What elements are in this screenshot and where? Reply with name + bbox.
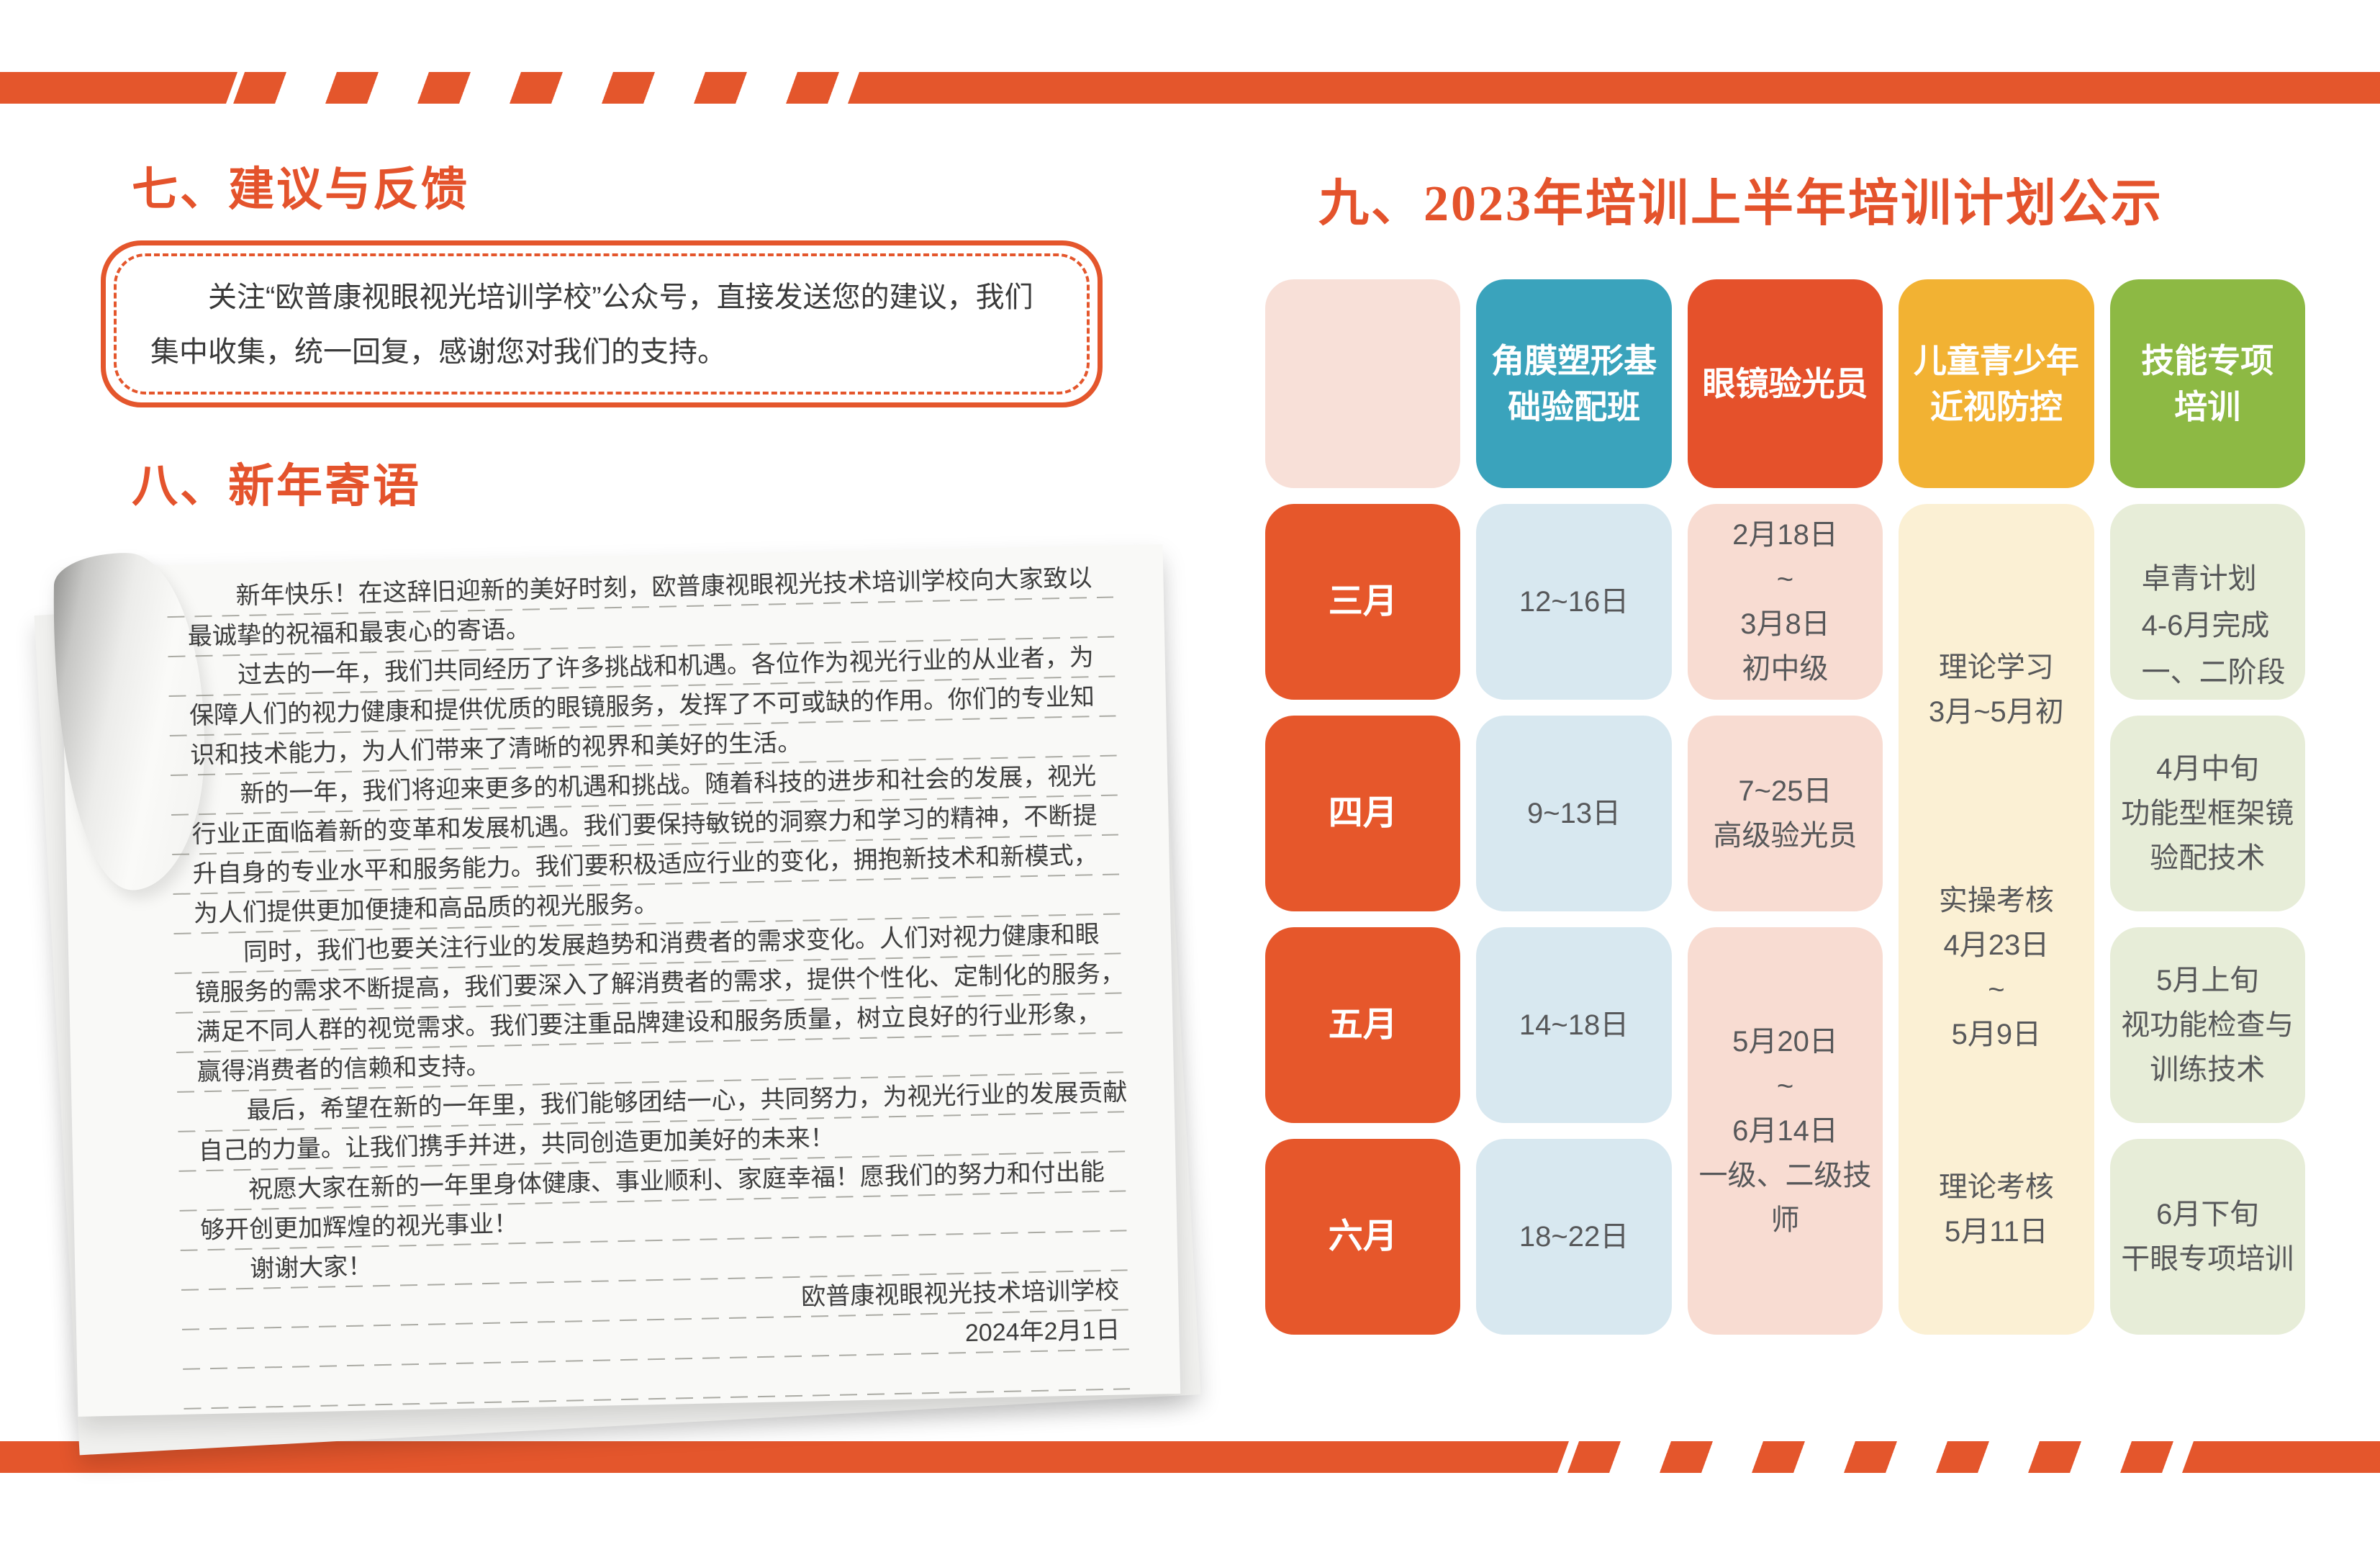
plan-month-june: 六月 [1265,1139,1461,1335]
plan-header-blank-cell [1265,279,1461,488]
plan-optometrist-may-june: 5月20日 ~ 6月14日 一级、二级技师 [1687,927,1883,1335]
training-plan-table: 角膜塑形基 础验配班 眼镜验光员 儿童青少年 近视防控 技能专项 培训 三月 1… [1265,279,2305,1335]
plan-header-myopia-control: 儿童青少年 近视防控 [1899,279,2094,488]
plan-month-april: 四月 [1265,716,1461,911]
plan-special-april: 4月中旬 功能型框架镜 验配技术 [2109,716,2305,911]
feedback-box: 关注“欧普康视眼视光培训学校”公众号，直接发送您的建议，我们集中收集，统一回复，… [101,240,1103,407]
top-decor-bar [0,72,2380,104]
bottom-bar-right-segment [2181,1441,2380,1473]
plan-header-basic-fitting: 角膜塑形基 础验配班 [1476,279,1672,488]
top-bar-right-segment [847,72,2380,104]
section-7-title: 七、建议与反馈 [132,164,469,215]
plan-basic-may: 14~18日 [1476,927,1672,1123]
letter-main-sheet: 新年快乐！在这辞旧迎新的美好时刻，欧普康视眼视光技术培训学校向大家致以 最诚挚的祝… [50,544,1181,1417]
plan-myopia-control-cell: 理论学习 3月~5月初 实操考核 4月23日 ~ 5月9日 理论考核 5月11日 [1899,504,2094,1335]
plan-basic-june: 18~22日 [1476,1139,1672,1335]
top-bar-stripes [232,72,841,104]
plan-basic-march: 12~16日 [1476,504,1672,700]
bottom-bar-stripes [1567,1441,2176,1473]
feedback-text: 关注“欧普康视眼视光培训学校”公众号，直接发送您的建议，我们集中收集，统一回复，… [150,281,1033,368]
plan-optometrist-march: 2月18日 ~ 3月8日 初中级 [1687,504,1883,700]
plan-header-special-training: 技能专项 培训 [2109,279,2305,488]
plan-month-march: 三月 [1265,504,1461,700]
plan-basic-april: 9~13日 [1476,716,1672,911]
plan-optometrist-april: 7~25日 高级验光员 [1687,716,1883,911]
page-curl [50,551,207,891]
plan-month-may: 五月 [1265,927,1461,1123]
bottom-decor-bar [0,1441,2380,1473]
section-9-title: 九、2023年培训上半年培训计划公示 [1318,176,2163,232]
letter-lines: 新年快乐！在这辞旧迎新的美好时刻，欧普康视眼视光技术培训学校向大家致以 最诚挚的祝… [186,557,1127,1407]
plan-special-june: 6月下旬 干眼专项培训 [2109,1139,2305,1335]
myopia-theory-exam: 理论考核 5月11日 [1938,1171,2054,1248]
top-bar-left-segment [0,72,238,104]
plan-special-may: 5月上旬 视功能检查与 训练技术 [2109,927,2305,1123]
plan-header-optometrist: 眼镜验光员 [1687,279,1883,488]
plan-special-march: 卓青计划 4-6月完成 一、二阶段 [2109,504,2305,700]
myopia-practical-exam: 实操考核 4月23日 ~ 5月9日 [1938,885,2054,1050]
section-8-title: 八、新年寄语 [132,461,421,512]
myopia-theory-study: 理论学习 3月~5月初 [1928,651,2064,728]
